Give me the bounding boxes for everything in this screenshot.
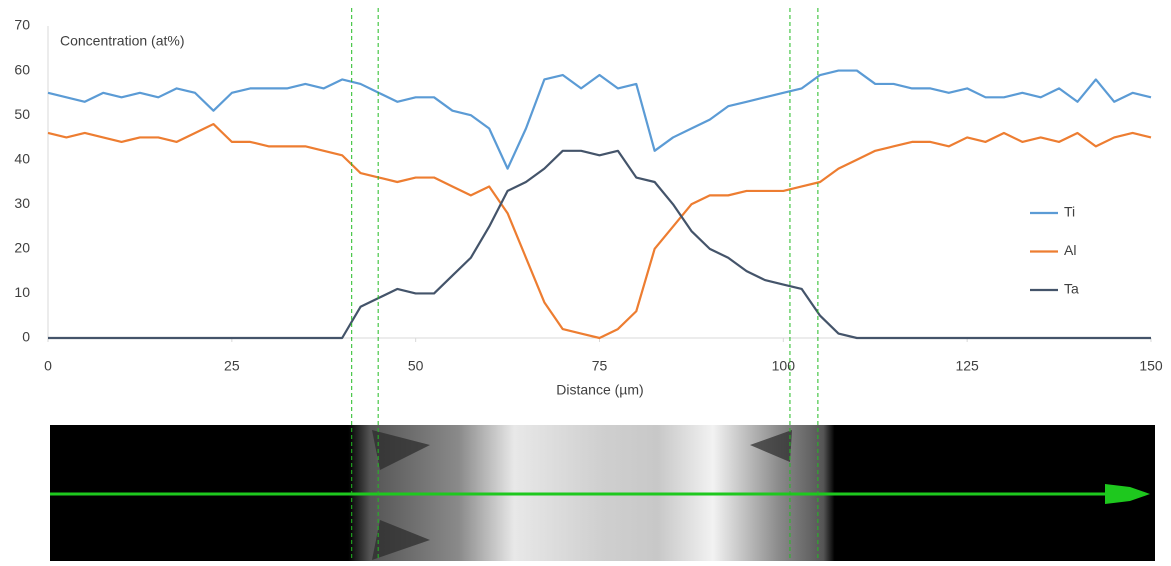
sem-feature — [372, 430, 430, 470]
y-tick-label: 30 — [14, 195, 30, 211]
y-tick-label: 20 — [14, 240, 30, 256]
x-tick-label: 100 — [772, 358, 796, 374]
x-tick-label: 150 — [1139, 358, 1163, 374]
y-tick-label: 40 — [14, 150, 30, 166]
y-tick-label: 60 — [14, 61, 30, 77]
x-tick-label: 75 — [592, 358, 608, 374]
sem-feature — [750, 430, 792, 462]
y-tick-label: 10 — [14, 284, 30, 300]
y-axis-label: Concentration (at%) — [60, 33, 185, 49]
x-tick-label: 25 — [224, 358, 240, 374]
x-tick-label: 0 — [44, 358, 52, 374]
legend-label: Ta — [1064, 281, 1079, 297]
x-tick-label: 50 — [408, 358, 424, 374]
series-line — [48, 149, 1151, 340]
series-line — [47, 69, 1152, 170]
sem-feature — [372, 520, 430, 560]
x-axis-label: Distance (µm) — [556, 382, 643, 398]
scan-arrow — [1105, 484, 1150, 504]
y-tick-label: 50 — [14, 106, 30, 122]
legend-label: Al — [1064, 242, 1076, 258]
series-line — [47, 122, 1152, 340]
y-tick-label: 70 — [14, 17, 30, 33]
x-tick-label: 125 — [955, 358, 979, 374]
legend-label: Ti — [1064, 204, 1075, 220]
y-tick-label: 0 — [22, 329, 30, 345]
